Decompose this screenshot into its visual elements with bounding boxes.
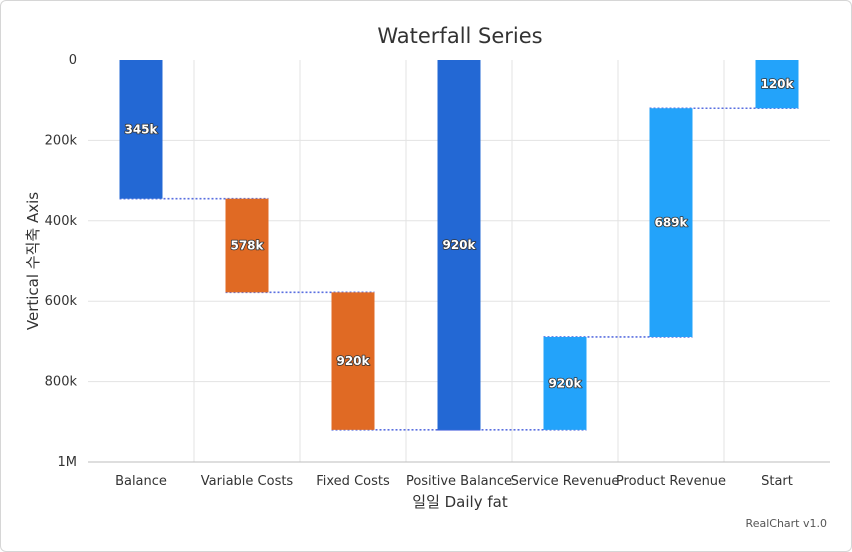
chart-title: Waterfall Series: [377, 24, 542, 48]
data-label: 578k: [230, 239, 264, 253]
y-axis-title: Vertical 수직축 Axis: [24, 192, 42, 330]
y-tick-label: 1M: [58, 455, 78, 470]
bar: [649, 108, 693, 337]
data-label: 345k: [124, 122, 158, 136]
x-axis-title: 일일 Daily fat: [412, 493, 508, 511]
y-tick-label: 600k: [45, 294, 78, 309]
data-label: 920k: [442, 238, 476, 252]
bar: [755, 60, 799, 109]
x-axis-ticks: Balance Variable Costs Fixed Costs Positive…: [115, 474, 793, 489]
data-label: 920k: [548, 376, 582, 390]
x-tick-label: Service Revenue: [511, 474, 620, 489]
y-tick-label: 200k: [45, 133, 78, 148]
x-tick-label: Balance: [115, 474, 167, 489]
y-tick-label: 0: [69, 53, 77, 68]
bar: [331, 292, 375, 430]
y-axis-ticks: 0 200k 400k 600k 800k 1M: [45, 53, 78, 470]
data-label: 689k: [654, 216, 688, 230]
x-tick-label: Product Revenue: [616, 474, 726, 489]
bars: [119, 60, 799, 430]
chart-credit: RealChart v1.0: [746, 517, 827, 530]
x-tick-label: Positive Balance: [406, 474, 512, 489]
bar: [543, 336, 587, 430]
x-tick-label: Variable Costs: [201, 474, 294, 489]
y-tick-label: 400k: [45, 214, 78, 229]
x-tick-label: Start: [761, 474, 793, 489]
y-tick-label: 800k: [45, 375, 78, 390]
x-tick-label: Fixed Costs: [316, 474, 390, 489]
bar: [119, 60, 163, 199]
data-labels: 345k 578k 920k 920k 920k 689k 120k: [124, 76, 796, 391]
bar: [225, 198, 269, 293]
data-label: 920k: [336, 354, 370, 368]
bar: [437, 60, 481, 430]
data-label: 120k: [760, 77, 794, 91]
